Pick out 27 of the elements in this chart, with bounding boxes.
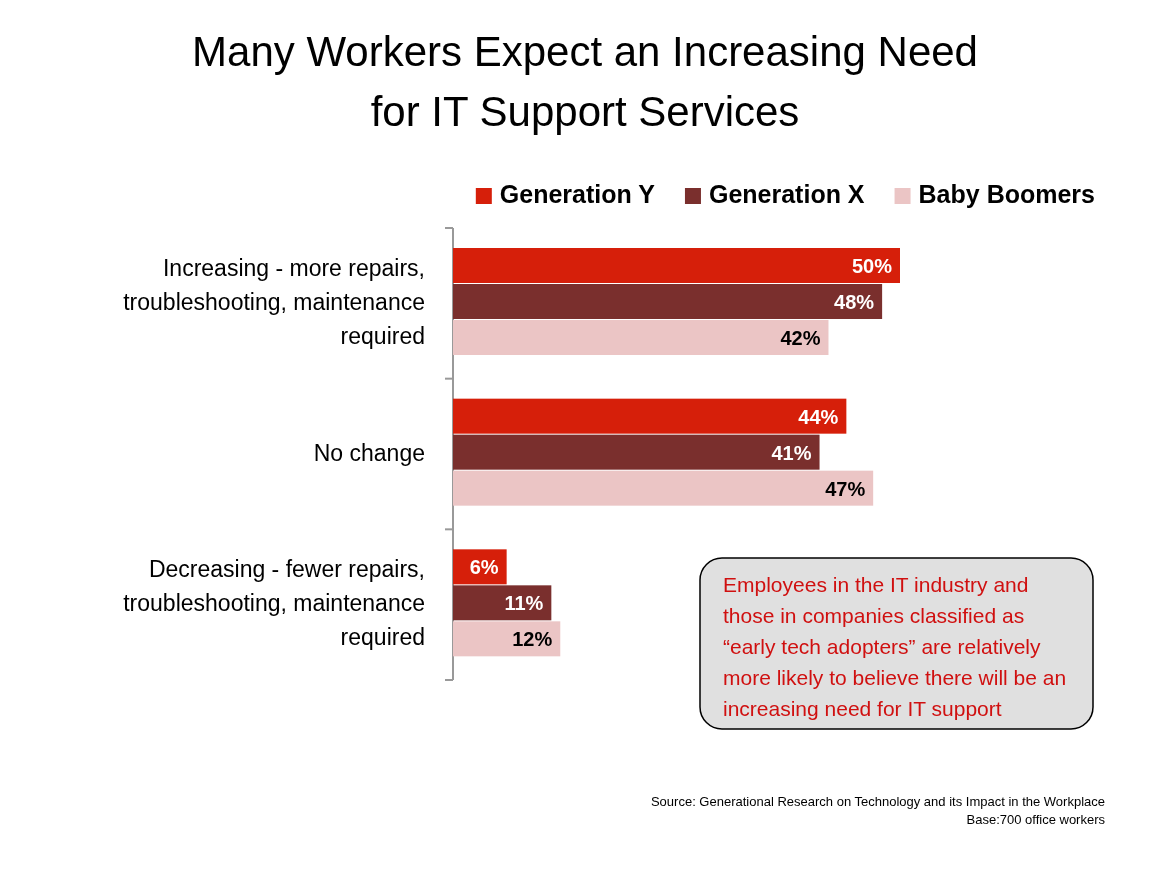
annotation: Employees in the IT industry and those in companies classified as “early tech adopters” are relatively more likely to believe there will be an increasing need for IT support bbox=[723, 573, 1067, 720]
data-label: 11% bbox=[504, 592, 544, 615]
bar bbox=[453, 284, 883, 319]
y-tick-label: No change bbox=[313, 439, 425, 466]
text: Base:700 office workers bbox=[966, 812, 1106, 827]
bar bbox=[453, 585, 552, 621]
bar bbox=[453, 248, 900, 283]
legend-label: Generation X bbox=[708, 180, 865, 208]
legend-label: Generation Y bbox=[499, 180, 656, 208]
bar bbox=[453, 470, 874, 506]
data-label: 12% bbox=[512, 628, 553, 651]
source-note: Source: Generational Research on Technology and its Impact in the Workplace bbox=[650, 794, 1105, 809]
y-tick-label: Increasing - more repairs, troubleshooting, maintenance required bbox=[123, 255, 425, 349]
data-label: 41% bbox=[771, 441, 812, 464]
data-label: 47% bbox=[825, 477, 866, 500]
bar bbox=[453, 434, 820, 470]
data-label: 44% bbox=[798, 405, 839, 428]
chart-title: Many Workers Expect an Increasing Need for IT Support Services bbox=[192, 28, 978, 135]
bar bbox=[453, 621, 561, 657]
bar bbox=[453, 320, 829, 355]
data-label: 6% bbox=[469, 556, 499, 579]
data-label: 48% bbox=[834, 291, 875, 313]
legend-label: Baby Boomers bbox=[918, 180, 1095, 208]
data-label: 42% bbox=[780, 327, 821, 349]
bar bbox=[453, 398, 847, 434]
data-label: 50% bbox=[851, 255, 893, 277]
y-tick-label: Decreasing - fewer repairs, troubleshooting, maintenance required bbox=[123, 556, 425, 651]
